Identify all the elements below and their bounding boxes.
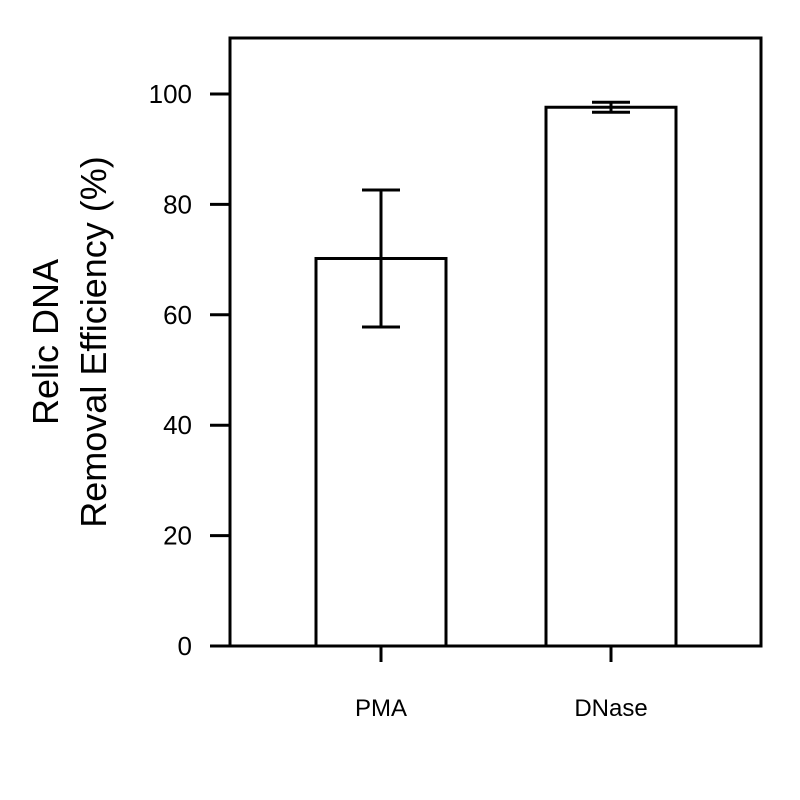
y-tick-label: 0 (178, 631, 192, 661)
y-axis-title-line-1: Relic DNA (25, 259, 66, 425)
y-tick-label: 60 (163, 300, 192, 330)
y-axis-title-line-2: Removal Efficiency (%) (73, 156, 114, 527)
y-tick-label: 20 (163, 521, 192, 551)
y-tick-label: 80 (163, 189, 192, 219)
plot-frame (228, 36, 763, 648)
x-tick-label-pma: PMA (355, 695, 407, 722)
chart-marks: 0 20 40 60 80 100 PMA DNase (149, 79, 678, 722)
y-tick-label: 100 (149, 79, 192, 109)
x-tick-label-dnase: DNase (574, 695, 647, 722)
bar-dnase (544, 105, 678, 648)
y-tick-label: 40 (163, 410, 192, 440)
y-axis-title: Relic DNA Removal Efficiency (%) (25, 156, 114, 527)
